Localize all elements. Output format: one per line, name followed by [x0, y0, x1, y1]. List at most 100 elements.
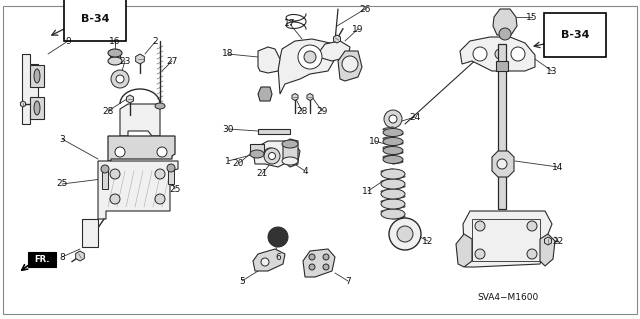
Polygon shape: [338, 51, 362, 81]
Text: 25: 25: [56, 180, 68, 189]
Polygon shape: [492, 151, 514, 177]
Text: 7: 7: [345, 277, 351, 286]
Circle shape: [155, 194, 165, 204]
Circle shape: [264, 148, 280, 164]
Text: 24: 24: [410, 113, 420, 122]
Text: 13: 13: [547, 66, 557, 76]
Ellipse shape: [381, 209, 405, 219]
Text: 5: 5: [239, 277, 245, 286]
Circle shape: [110, 169, 120, 179]
Text: 22: 22: [552, 236, 564, 246]
Polygon shape: [120, 104, 160, 136]
Text: 4: 4: [302, 167, 308, 175]
Circle shape: [269, 152, 275, 160]
Ellipse shape: [250, 150, 264, 158]
Polygon shape: [318, 41, 350, 61]
Text: 8: 8: [59, 253, 65, 262]
Polygon shape: [456, 234, 472, 267]
Text: 21: 21: [256, 169, 268, 179]
Ellipse shape: [383, 155, 403, 164]
Text: 23: 23: [119, 56, 131, 65]
Circle shape: [116, 75, 124, 83]
Polygon shape: [108, 136, 175, 161]
Text: B-34: B-34: [81, 14, 109, 24]
Circle shape: [323, 264, 329, 270]
Polygon shape: [285, 144, 300, 164]
Text: 30: 30: [222, 124, 234, 133]
Ellipse shape: [381, 199, 405, 209]
Circle shape: [475, 221, 485, 231]
Bar: [28, 252, 56, 267]
Text: FR.: FR.: [35, 256, 50, 264]
Polygon shape: [82, 219, 98, 247]
Polygon shape: [493, 9, 517, 35]
Text: 28: 28: [102, 107, 114, 115]
Text: 19: 19: [352, 25, 364, 33]
Circle shape: [115, 147, 125, 157]
Ellipse shape: [155, 103, 165, 109]
Polygon shape: [463, 211, 552, 267]
Text: 14: 14: [552, 162, 564, 172]
Ellipse shape: [34, 101, 40, 115]
Ellipse shape: [383, 129, 403, 137]
Circle shape: [511, 47, 525, 61]
Bar: [30, 65, 44, 87]
Circle shape: [384, 110, 402, 128]
Ellipse shape: [108, 57, 122, 65]
Ellipse shape: [34, 69, 40, 83]
Polygon shape: [258, 47, 280, 73]
Bar: [168, 168, 174, 184]
Circle shape: [261, 258, 269, 266]
Polygon shape: [98, 161, 178, 219]
Polygon shape: [253, 249, 285, 271]
Polygon shape: [333, 35, 340, 43]
Text: 2: 2: [152, 38, 158, 47]
Polygon shape: [253, 141, 295, 167]
Circle shape: [342, 56, 358, 72]
Text: 27: 27: [166, 56, 178, 65]
Text: SVA4−M1600: SVA4−M1600: [477, 293, 539, 301]
Circle shape: [309, 264, 315, 270]
Text: 20: 20: [232, 160, 244, 168]
Ellipse shape: [282, 140, 298, 148]
Text: 16: 16: [109, 36, 121, 46]
Bar: [110, 53, 120, 61]
Ellipse shape: [108, 49, 122, 57]
Text: 10: 10: [369, 137, 381, 145]
Bar: [498, 44, 506, 209]
Circle shape: [497, 159, 507, 169]
Polygon shape: [127, 95, 134, 103]
Circle shape: [473, 47, 487, 61]
Circle shape: [389, 218, 421, 250]
Text: 18: 18: [222, 49, 234, 58]
Polygon shape: [307, 93, 313, 100]
Polygon shape: [292, 93, 298, 100]
Polygon shape: [283, 139, 298, 167]
Ellipse shape: [383, 146, 403, 154]
Circle shape: [389, 115, 397, 123]
Circle shape: [155, 169, 165, 179]
Circle shape: [264, 148, 276, 160]
Polygon shape: [303, 249, 335, 277]
Circle shape: [268, 227, 288, 247]
Polygon shape: [460, 37, 535, 71]
Text: 6: 6: [275, 253, 281, 262]
Text: 26: 26: [359, 4, 371, 13]
Polygon shape: [20, 101, 26, 107]
Circle shape: [397, 226, 413, 242]
Circle shape: [499, 28, 511, 40]
Ellipse shape: [381, 179, 405, 189]
Circle shape: [304, 51, 316, 63]
Polygon shape: [22, 54, 38, 124]
Bar: [30, 97, 44, 119]
Text: 9: 9: [65, 36, 71, 46]
Circle shape: [101, 165, 109, 173]
Text: 1: 1: [225, 157, 231, 166]
Polygon shape: [545, 237, 552, 245]
Circle shape: [527, 249, 537, 259]
Ellipse shape: [282, 157, 298, 165]
Polygon shape: [136, 54, 145, 64]
Circle shape: [157, 147, 167, 157]
Text: 11: 11: [362, 187, 374, 196]
Circle shape: [309, 254, 315, 260]
